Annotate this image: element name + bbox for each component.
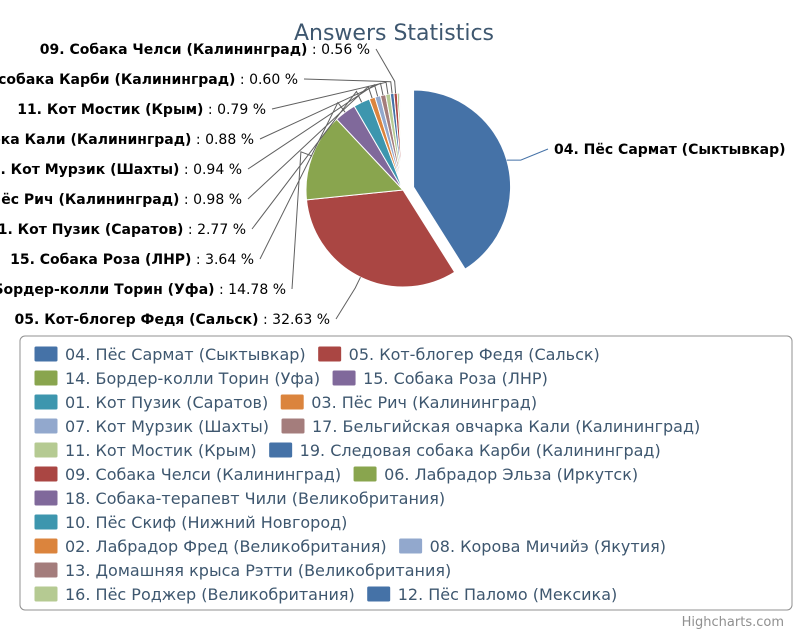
slice-14[interactable] bbox=[305, 118, 404, 201]
chart-title: Answers Statistics bbox=[294, 21, 494, 46]
legend-item-11[interactable]: 11. Кот Мостик (Крым) bbox=[33, 441, 257, 460]
legend-swatch bbox=[33, 441, 59, 459]
legend-item-05[interactable]: 05. Кот-блогер Федя (Сальск) bbox=[317, 345, 600, 364]
legend-swatch bbox=[33, 345, 59, 363]
legend-item-13[interactable]: 13. Домашняя крыса Рэтти (Великобритания… bbox=[33, 561, 451, 580]
legend-swatch bbox=[33, 489, 59, 507]
legend-swatch bbox=[33, 369, 59, 387]
legend-item-04[interactable]: 04. Пёс Сармат (Сыктывкар) bbox=[33, 345, 306, 364]
data-label-17: 17. Бельгийская овчарка Кали (Калинингра… bbox=[0, 132, 254, 148]
legend-swatch bbox=[33, 585, 59, 603]
legend-label: 05. Кот-блогер Федя (Сальск) bbox=[349, 345, 600, 364]
legend-label: 09. Собака Челси (Калининград) bbox=[65, 465, 341, 484]
data-label-09: 09. Собака Челси (Калининград) : 0.56 % bbox=[40, 42, 370, 58]
connector-05 bbox=[335, 276, 361, 320]
legend-label: 12. Пёс Паломо (Мексика) bbox=[398, 585, 618, 604]
legend-swatch bbox=[33, 465, 59, 483]
legend-item-17[interactable]: 17. Бельгийская овчарка Кали (Калинингра… bbox=[280, 417, 700, 436]
legend-item-14[interactable]: 14. Бордер-колли Торин (Уфа) bbox=[33, 369, 320, 388]
legend-item-15[interactable]: 15. Собака Роза (ЛНР) bbox=[331, 369, 548, 388]
legend-item-16[interactable]: 16. Пёс Роджер (Великобритания) bbox=[33, 585, 355, 604]
legend-swatch bbox=[33, 417, 59, 435]
legend-swatch bbox=[268, 441, 294, 459]
label-connectors bbox=[247, 48, 549, 320]
legend-label: 08. Корова Мичийэ (Якутия) bbox=[430, 537, 666, 556]
legend-label: 07. Кот Мурзик (Шахты) bbox=[65, 417, 269, 436]
legend-label: 01. Кот Пузик (Саратов) bbox=[65, 393, 268, 412]
legend-swatch bbox=[317, 345, 343, 363]
connector-15 bbox=[259, 101, 346, 260]
connector-11 bbox=[271, 81, 389, 110]
legend-swatch bbox=[33, 561, 59, 579]
legend-label: 10. Пёс Скиф (Нижний Новгород) bbox=[65, 513, 347, 532]
data-label-04: 04. Пёс Сармат (Сыктывкар) bbox=[554, 142, 786, 158]
legend-label: 15. Собака Роза (ЛНР) bbox=[363, 369, 548, 388]
legend-label: 19. Следовая собака Карби (Калининград) bbox=[300, 441, 661, 460]
connector-09 bbox=[375, 48, 397, 94]
connector-01 bbox=[251, 90, 363, 230]
data-label-03: 03. Пёс Рич (Калининград) : 0.98 % bbox=[0, 192, 242, 208]
legend-label: 13. Домашняя крыса Рэтти (Великобритания… bbox=[65, 561, 451, 580]
legend-item-06[interactable]: 06. Лабрадор Эльза (Иркутск) bbox=[352, 465, 638, 484]
connector-03 bbox=[247, 85, 373, 200]
legend-item-03[interactable]: 03. Пёс Рич (Калининград) bbox=[279, 393, 537, 412]
legend-item-08[interactable]: 08. Корова Мичийэ (Якутия) bbox=[398, 537, 666, 556]
legend-item-10[interactable]: 10. Пёс Скиф (Нижний Новгород) bbox=[33, 513, 347, 532]
legend-swatch bbox=[33, 513, 59, 531]
legend-item-02[interactable]: 02. Лабрадор Фред (Великобритания) bbox=[33, 537, 387, 556]
legend-label: 17. Бельгийская овчарка Кали (Калинингра… bbox=[312, 417, 700, 436]
connector-07 bbox=[247, 83, 379, 170]
connector-17 bbox=[259, 82, 384, 140]
legend-item-09[interactable]: 09. Собака Челси (Калининград) bbox=[33, 465, 341, 484]
legend-swatch bbox=[352, 465, 378, 483]
legend-label: 11. Кот Мостик (Крым) bbox=[65, 441, 257, 460]
data-label-05: 05. Кот-блогер Федя (Сальск) : 32.63 % bbox=[15, 312, 330, 328]
legend-swatch bbox=[279, 393, 305, 411]
pie-slices bbox=[305, 89, 512, 288]
credits-link[interactable]: Highcharts.com bbox=[682, 615, 784, 630]
legend-swatch bbox=[33, 393, 59, 411]
data-label-19: 19. Следовая собака Карби (Калининград) … bbox=[0, 72, 298, 88]
slice-04-exploded[interactable] bbox=[413, 89, 512, 270]
legend: 04. Пёс Сармат (Сыктывкар) 05. Кот-блогер… bbox=[33, 345, 700, 604]
legend-label: 06. Лабрадор Эльза (Иркутск) bbox=[384, 465, 638, 484]
connector-04 bbox=[506, 148, 549, 161]
data-label-11: 11. Кот Мостик (Крым) : 0.79 % bbox=[17, 102, 266, 118]
legend-swatch bbox=[33, 537, 59, 555]
legend-box bbox=[19, 335, 793, 611]
legend-swatch bbox=[280, 417, 306, 435]
legend-item-19[interactable]: 19. Следовая собака Карби (Калининград) bbox=[268, 441, 661, 460]
legend-item-18[interactable]: 18. Собака-терапевт Чили (Великобритания… bbox=[33, 489, 445, 508]
legend-item-01[interactable]: 01. Кот Пузик (Саратов) bbox=[33, 393, 268, 412]
legend-label: 18. Собака-терапевт Чили (Великобритания… bbox=[65, 489, 445, 508]
connector-19 bbox=[303, 78, 393, 94]
data-label-14: 14. Бордер-колли Торин (Уфа) : 14.78 % bbox=[0, 282, 286, 298]
legend-swatch bbox=[366, 585, 392, 603]
legend-item-12[interactable]: 12. Пёс Паломо (Мексика) bbox=[366, 585, 618, 604]
connector-14 bbox=[291, 151, 313, 290]
data-label-15: 15. Собака Роза (ЛНР) : 3.64 % bbox=[10, 252, 254, 268]
legend-label: 04. Пёс Сармат (Сыктывкар) bbox=[65, 345, 306, 364]
data-label-01: 01. Кот Пузик (Саратов) : 2.77 % bbox=[0, 222, 246, 238]
data-label-07: 07. Кот Мурзик (Шахты) : 0.94 % bbox=[0, 162, 242, 178]
legend-item-07[interactable]: 07. Кот Мурзик (Шахты) bbox=[33, 417, 269, 436]
data-labels: 04. Пёс Сармат (Сыктывкар) 09. Собака Чел… bbox=[0, 42, 786, 328]
legend-label: 16. Пёс Роджер (Великобритания) bbox=[65, 585, 355, 604]
legend-label: 02. Лабрадор Фред (Великобритания) bbox=[65, 537, 387, 556]
legend-swatch bbox=[398, 537, 424, 555]
legend-label: 03. Пёс Рич (Калининград) bbox=[311, 393, 537, 412]
legend-swatch bbox=[331, 369, 357, 387]
legend-label: 14. Бордер-колли Торин (Уфа) bbox=[65, 369, 320, 388]
